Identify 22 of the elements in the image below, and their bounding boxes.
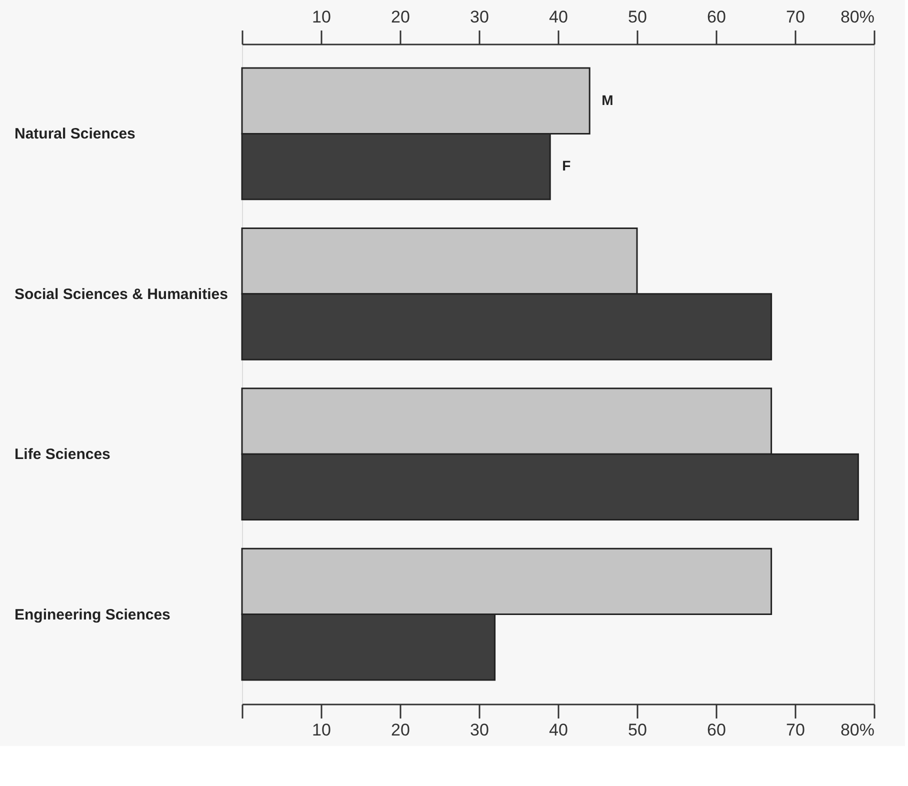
x-tick-label: 70 [786,720,805,740]
x-tick-label: 40 [549,720,568,740]
x-tick-label: 60 [707,720,726,740]
y-tick-label: Social Sciences & Humanities [14,286,228,303]
x-tick-label: 50 [628,720,647,740]
series-label: M [602,92,614,108]
x2-tick-label: 20 [391,8,410,26]
x-tick-label: 80% [840,720,874,740]
series-label: F [562,158,572,174]
x2-tick-label: 40 [549,8,568,26]
x-tick-label: 20 [391,720,410,740]
x2-tick-label: 60 [707,8,726,26]
x2-tick-label: 70 [786,8,805,26]
y-tick-label: Life Sciences [14,446,110,464]
x-tick-label: 10 [312,720,331,740]
x2-tick-label: 80% [840,8,874,26]
x-tick-label: 30 [470,720,489,740]
y-tick-label: Engineering Sciences [14,606,170,624]
y-tick-label: Natural Sciences [14,126,136,143]
x2-tick-label: 10 [312,8,331,26]
x2-tick-label: 50 [628,8,647,26]
x2-tick-label: 30 [470,8,489,26]
